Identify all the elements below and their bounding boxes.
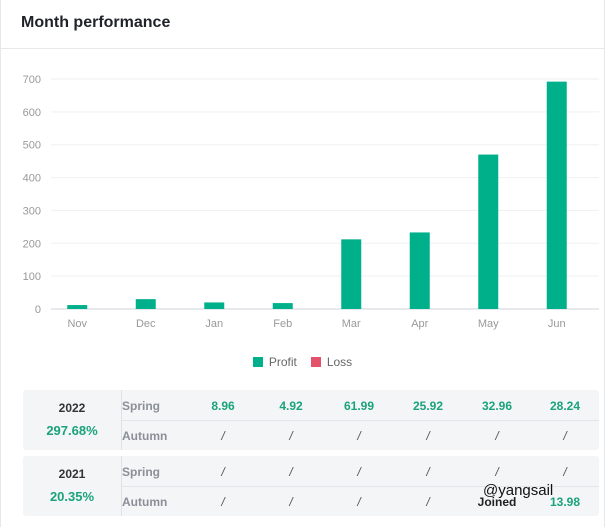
- year-total: 297.68%: [46, 423, 98, 438]
- page-title: Month performance: [21, 14, 171, 31]
- legend-item-loss[interactable]: Loss: [310, 355, 353, 369]
- legend-label-profit: Profit: [268, 355, 297, 369]
- season-value: /: [289, 429, 293, 443]
- season-row: Spring 8.96 4.92 61.99 25.92 32.96 28.24: [122, 390, 599, 421]
- year-label: 2021: [58, 467, 86, 481]
- season-value: /: [563, 429, 567, 443]
- season-value: /: [426, 495, 430, 509]
- season-label: Autumn: [122, 429, 168, 443]
- y-tick-label: 200: [23, 238, 41, 250]
- season-value: /: [426, 429, 430, 443]
- performance-block-2021: 2021 20.35% Spring / / / / / / Autumn / …: [23, 456, 599, 516]
- bar-profit[interactable]: [478, 154, 499, 309]
- y-tick-label: 100: [23, 271, 41, 283]
- season-value: /: [357, 465, 361, 479]
- y-tick-label: 400: [23, 173, 41, 185]
- season-value: 32.96: [481, 399, 513, 413]
- season-row: Spring / / / / / /: [122, 456, 599, 487]
- legend-item-profit[interactable]: Profit: [252, 355, 297, 369]
- season-value: /: [563, 465, 567, 479]
- season-label: Spring: [122, 399, 160, 413]
- season-value: /: [357, 429, 361, 443]
- chart-legend: Profit Loss: [1, 355, 604, 369]
- season-value: /: [495, 465, 499, 479]
- season-row: Autumn / / / / Joined 13.98: [122, 486, 599, 516]
- season-value: /: [495, 429, 499, 443]
- season-value: 28.24: [549, 399, 581, 413]
- x-tick-label: Jan: [205, 318, 223, 330]
- season-label: Autumn: [122, 495, 168, 509]
- year-total: 20.35%: [49, 489, 95, 504]
- y-tick-label: 700: [23, 74, 41, 86]
- card-header: Month performance: [1, 0, 604, 49]
- season-value: /: [221, 495, 225, 509]
- month-performance-chart: 0 100 200 300 400 500 600 700 Nov Dec Jan Feb Mar Apr…: [23, 74, 599, 330]
- season-value: 61.99: [343, 399, 375, 413]
- y-tick-label: 500: [23, 140, 41, 152]
- loss-swatch-icon: [310, 357, 321, 367]
- profit-swatch-icon: [252, 357, 263, 367]
- year-column: 2022 297.68%: [23, 390, 122, 450]
- y-tick-label: 300: [23, 205, 41, 217]
- bar-profit[interactable]: [204, 302, 225, 309]
- x-tick-label: Nov: [67, 318, 87, 330]
- bar-profit[interactable]: [272, 303, 293, 309]
- x-tick-label: Feb: [273, 318, 292, 330]
- bar-profit[interactable]: [409, 232, 430, 309]
- x-tick-label: Mar: [342, 318, 361, 330]
- bar-profit[interactable]: [67, 305, 88, 309]
- watermark-brand: @yangsail: [483, 482, 554, 499]
- season-value: /: [426, 465, 430, 479]
- bar-profit[interactable]: [546, 81, 567, 309]
- year-column: 2021 20.35%: [23, 456, 122, 516]
- x-tick-label: Apr: [411, 318, 428, 330]
- season-value: 25.92: [412, 399, 444, 413]
- season-value: 8.96: [211, 399, 235, 413]
- x-tick-label: Dec: [136, 318, 156, 330]
- x-tick-label: May: [478, 318, 499, 330]
- bar-profit[interactable]: [135, 299, 156, 309]
- season-value: /: [289, 495, 293, 509]
- x-tick-label: Jun: [548, 318, 566, 330]
- season-value: 13.98: [549, 495, 581, 509]
- bar-profit[interactable]: [341, 239, 362, 309]
- season-value: 4.92: [279, 399, 303, 413]
- season-label: Spring: [122, 465, 160, 479]
- performance-block-2022: 2022 297.68% Spring 8.96 4.92 61.99 25.9…: [23, 390, 599, 450]
- season-value: /: [221, 429, 225, 443]
- y-tick-label: 600: [23, 107, 41, 119]
- season-value: /: [289, 465, 293, 479]
- season-row: Autumn / / / / / /: [122, 420, 599, 450]
- season-value: /: [357, 495, 361, 509]
- legend-label-loss: Loss: [326, 355, 353, 369]
- season-value: /: [221, 465, 225, 479]
- year-label: 2022: [58, 401, 86, 415]
- season-value-joined: Joined: [477, 495, 517, 509]
- y-tick-label: 0: [35, 304, 41, 316]
- watermark: @yangsail: [477, 482, 553, 499]
